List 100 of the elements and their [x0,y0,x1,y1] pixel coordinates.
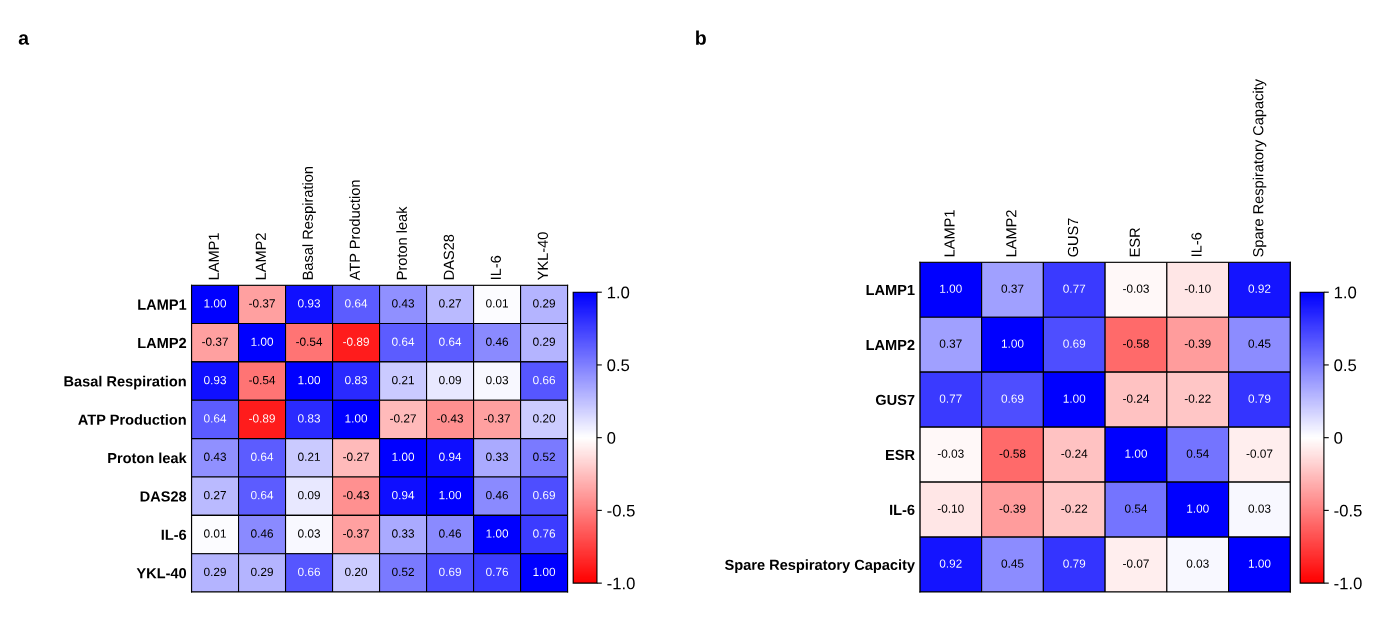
data-label: -0.07 [1123,559,1149,568]
data-label: 0.92 [939,559,962,568]
data-label: 0.29 [204,567,226,577]
data-label: 0.77 [939,394,962,403]
y-tick-label: LAMP2 [866,339,915,350]
data-label: 0.37 [1001,284,1024,293]
data-label: -0.89 [343,337,369,346]
data-label: 0.46 [486,490,509,500]
data-label: 0.94 [392,490,415,500]
data-label: 0.76 [533,529,556,538]
x-tick-label: ESR [1129,228,1140,257]
data-label: 0.20 [345,567,368,577]
data-label: 0.54 [1186,449,1209,458]
data-label: 0.09 [439,375,461,385]
data-label: 0.33 [392,529,415,538]
data-label: -0.22 [1061,504,1088,513]
data-label: 0.92 [1248,284,1271,293]
y-tick-label: Basal Respiration [64,375,186,390]
color-bar-label: 1.0 [1334,286,1357,299]
data-label: 0.83 [298,414,321,423]
data-label: -0.37 [484,414,510,423]
data-label: 0.54 [1124,504,1148,513]
x-tick-label: LAMP1 [208,233,219,280]
y-tick-label: IL-6 [890,504,915,516]
color-bar-label: 0.5 [1334,359,1357,372]
data-label: 1.00 [533,567,556,577]
data-label: 1.00 [1187,504,1209,513]
data-label: -0.39 [999,504,1026,513]
data-label: 0.64 [204,414,227,423]
data-label: -0.37 [249,299,275,308]
data-label: 0.03 [298,529,321,538]
color-bar-label: -1.0 [1334,577,1362,590]
y-tick-label: ESR [886,449,915,461]
data-label: 0.46 [251,529,274,538]
x-tick-label: LAMP2 [255,233,266,280]
data-label: 0.79 [1248,394,1271,403]
x-tick-label: YKL-40 [537,232,548,280]
color-bar-label: 0 [1334,432,1343,444]
y-tick-label: LAMP1 [866,284,915,295]
data-label: 0.64 [251,490,274,500]
x-tick-label: Spare Respiratory Capacity [1252,79,1267,257]
x-tick-label: GUS7 [1067,218,1079,257]
y-tick-label: IL-6 [161,529,187,540]
x-tick-label: ATP Production [349,180,360,281]
data-label: -0.24 [1061,449,1088,458]
data-label: 0.52 [392,567,414,577]
color-bar-label: -1.0 [607,577,635,590]
x-tick-label: DAS28 [443,234,454,280]
data-label: 0.64 [345,299,368,308]
y-tick-label: LAMP2 [138,337,187,349]
data-label: 0.93 [204,375,226,385]
y-tick-label: LAMP1 [138,299,187,310]
color-bar-label: -0.5 [1334,504,1362,517]
color-bar-label: 1.0 [607,286,630,299]
data-label: 0.20 [533,414,556,423]
data-label: 1.00 [1001,339,1024,348]
y-tick-label: DAS28 [140,491,187,502]
data-label: 0.21 [392,375,414,385]
data-label: -0.43 [343,490,369,500]
y-tick-label: GUS7 [875,394,915,406]
data-label: 1.00 [1248,559,1271,568]
y-tick-label: ATP Production [78,414,186,425]
x-tick-label: Proton leak [396,206,407,280]
data-label: -0.03 [1123,284,1149,293]
data-label: 0.93 [298,299,321,308]
data-label: 0.94 [439,452,462,461]
x-tick-label: IL-6 [490,255,501,279]
data-label: 0.83 [345,375,368,385]
data-label: 0.76 [486,567,509,577]
data-label: 0.52 [533,452,555,461]
data-label: 0.64 [439,337,462,346]
data-label: 0.46 [439,529,462,538]
data-label: 1.00 [439,490,462,500]
data-label: 0.01 [204,529,226,538]
x-tick-label: Basal Respiration [302,166,316,280]
color-bar-label: 0 [607,432,616,444]
data-label: 0.45 [1001,559,1024,568]
data-label: 0.45 [1248,339,1271,348]
data-label: 0.64 [251,452,274,461]
data-label: 1.00 [298,375,321,385]
data-label: -0.10 [937,504,964,513]
data-label: -0.58 [1123,339,1149,348]
data-label: 0.43 [392,299,415,308]
data-label: 1.00 [204,299,227,308]
data-label: 0.46 [486,337,509,346]
data-label: 1.00 [1063,394,1086,403]
data-label: 1.00 [940,284,962,293]
x-tick-label: LAMP2 [1006,210,1017,257]
data-label: -0.22 [1184,394,1211,403]
data-label: 0.01 [486,299,508,308]
data-label: 0.77 [1063,284,1086,293]
data-label: 0.69 [533,490,556,500]
data-label: 0.03 [1248,504,1271,513]
data-label: -0.39 [1184,339,1211,348]
data-label: 0.64 [392,337,415,346]
data-label: -0.58 [999,449,1026,458]
y-tick-label: Proton leak [108,452,187,464]
data-label: -0.37 [202,337,228,346]
data-label: 0.21 [298,452,320,461]
data-label: 0.43 [204,452,226,461]
